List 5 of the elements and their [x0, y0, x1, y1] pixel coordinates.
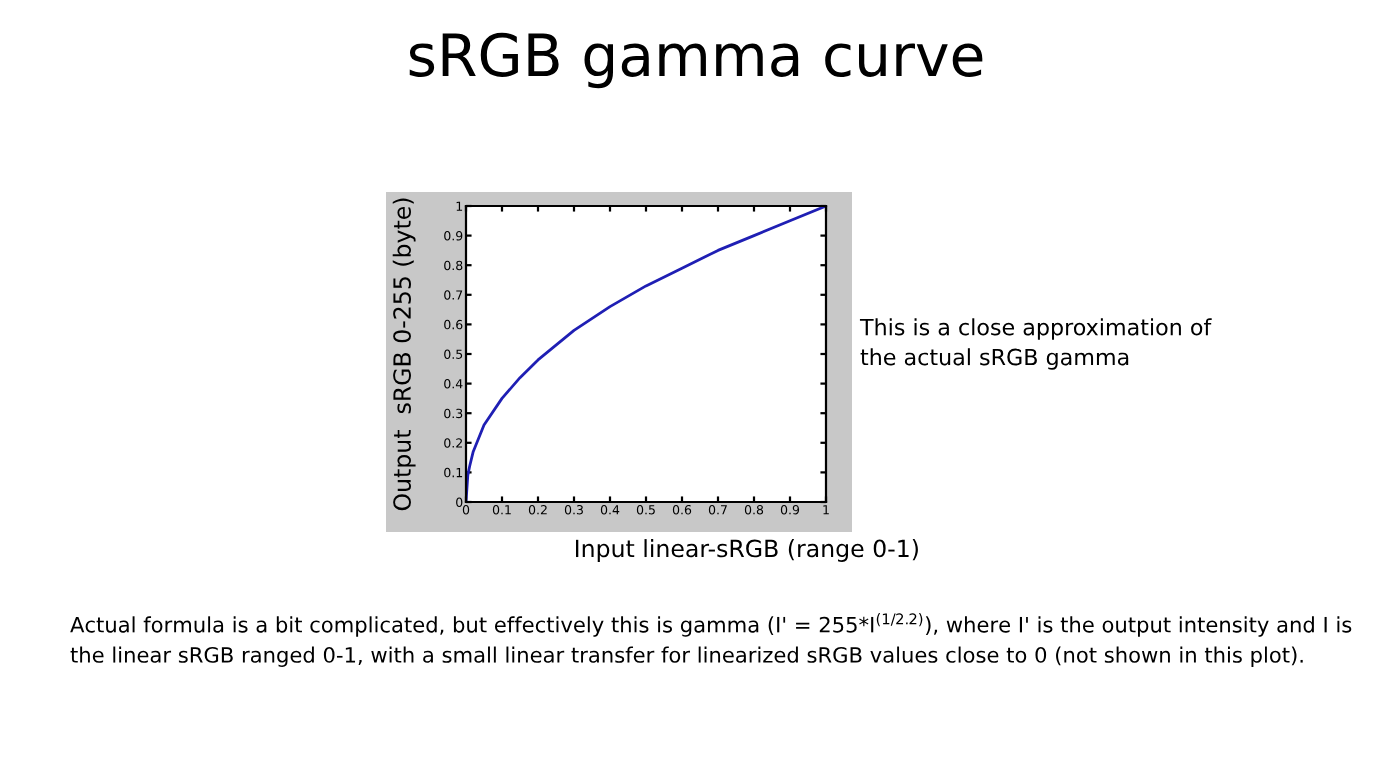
text: This is a close approximation of the actual sRGB gamma: [859, 318, 1212, 370]
y-axis-title: Output sRGB 0-255 (byte): [392, 198, 416, 511]
chart-title: sRGB gamma curve: [409, 32, 983, 89]
x-axis-title: Input linear-sRGB (range 0-1): [575, 539, 918, 562]
text: Actual formula is a bit complicated, but effectively this is gamma (I' = 255*I$^{(1/2.2)}$), where I' is the output intensity and I is the linear sRGB ranged 0-1, with a small linear transfer for linearized sRGB values close to 0 (not shown in this plot).: [70, 613, 1352, 667]
